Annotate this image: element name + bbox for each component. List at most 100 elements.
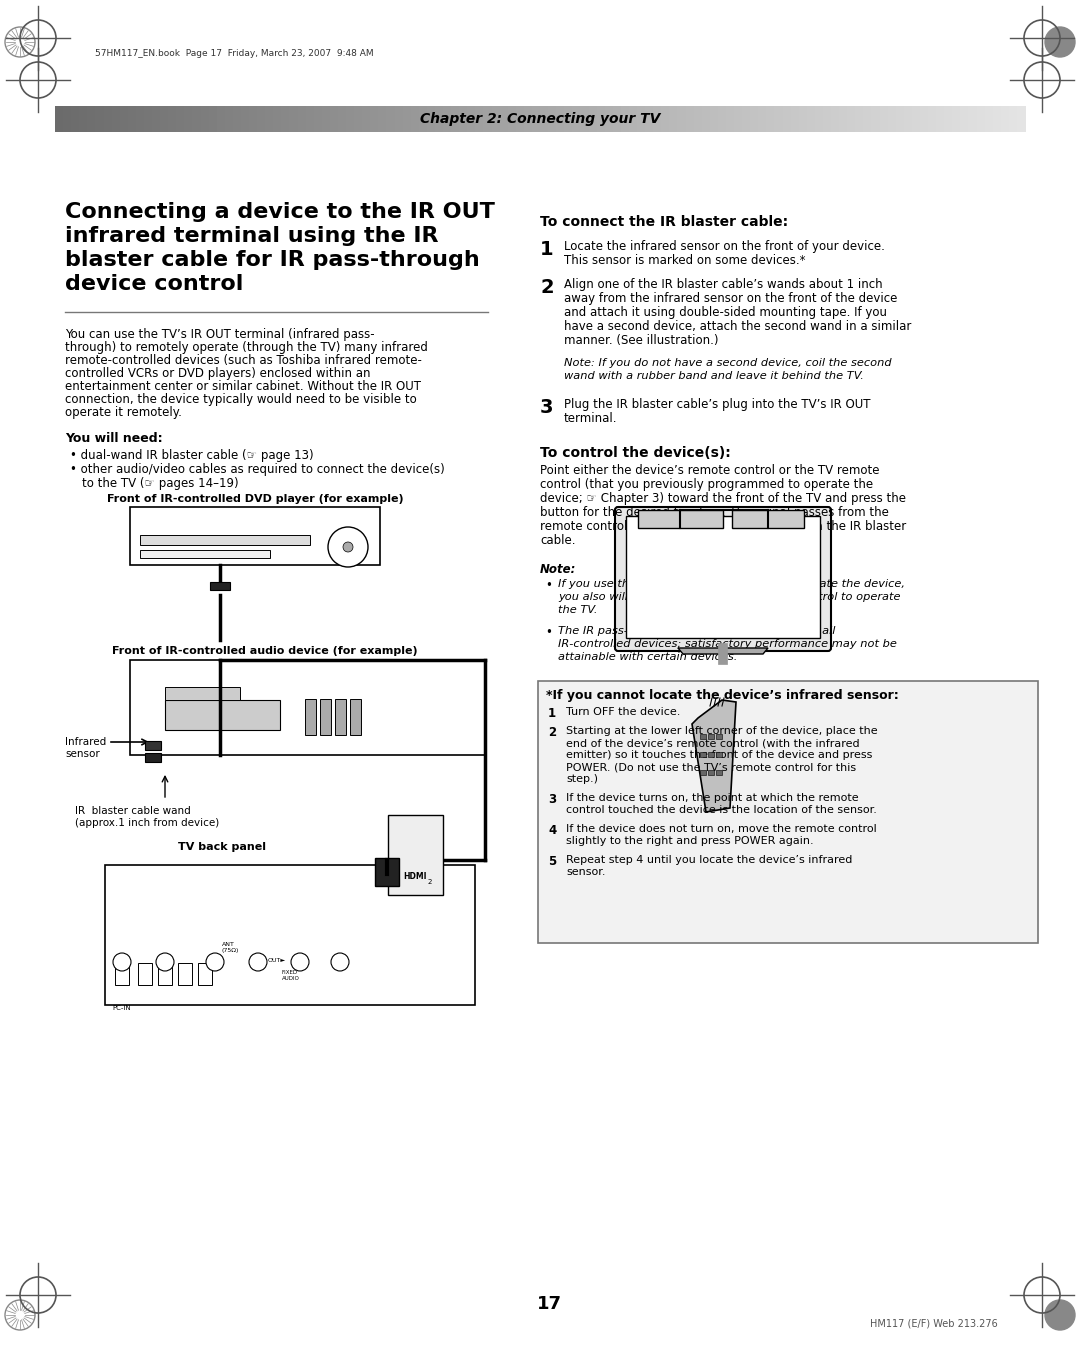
Bar [1001, 107, 1010, 132]
Text: PC-IN: PC-IN [112, 1005, 131, 1010]
Circle shape [156, 952, 174, 971]
Bar [459, 107, 468, 132]
Bar [751, 107, 759, 132]
Bar [758, 107, 767, 132]
Bar [872, 107, 880, 132]
Text: Align one of the IR blaster cable’s wands about 1 inch: Align one of the IR blaster cable’s wand… [564, 278, 882, 291]
Bar [855, 107, 864, 132]
Bar [198, 963, 212, 985]
Bar [176, 107, 185, 132]
Bar [120, 107, 129, 132]
Text: IR  blaster cable wand
(approx.1 inch from device): IR blaster cable wand (approx.1 inch fro… [75, 805, 219, 827]
Bar [960, 107, 969, 132]
Text: remote control through the TV to the device via the IR blaster: remote control through the TV to the dev… [540, 519, 906, 533]
Text: *If you cannot locate the device’s infrared sensor:: *If you cannot locate the device’s infra… [546, 689, 899, 701]
Text: sensor.: sensor. [566, 867, 606, 877]
Bar [742, 107, 751, 132]
Bar [524, 107, 532, 132]
Circle shape [249, 952, 267, 971]
Bar [839, 107, 848, 132]
Bar [140, 550, 270, 558]
Text: If you use the device’s remote control to operate the device,: If you use the device’s remote control t… [558, 579, 905, 590]
Bar [556, 107, 565, 132]
Bar [192, 107, 201, 132]
Bar [257, 107, 266, 132]
Text: HM117 (E/F) Web 213.276: HM117 (E/F) Web 213.276 [870, 1318, 998, 1327]
Bar [708, 734, 714, 739]
Bar [266, 107, 273, 132]
Bar [774, 107, 783, 132]
Bar [726, 107, 734, 132]
Bar [378, 107, 387, 132]
Circle shape [1045, 27, 1075, 57]
Bar [114, 963, 129, 985]
Text: To control the device(s):: To control the device(s): [540, 447, 731, 460]
Bar [313, 107, 322, 132]
Bar [136, 107, 145, 132]
Text: 3: 3 [540, 398, 554, 417]
Bar [410, 107, 419, 132]
Text: slightly to the right and press POWER again.: slightly to the right and press POWER ag… [566, 836, 813, 846]
Bar [708, 751, 714, 757]
Circle shape [291, 952, 309, 971]
Text: ANT
(75Ω): ANT (75Ω) [222, 942, 240, 952]
Text: emitter) so it touches the front of the device and press: emitter) so it touches the front of the … [566, 750, 873, 759]
Bar [904, 107, 913, 132]
Bar [637, 107, 646, 132]
Bar [799, 107, 807, 132]
Text: operate it remotely.: operate it remotely. [65, 406, 181, 420]
Bar [208, 107, 217, 132]
Bar [165, 700, 280, 730]
Bar [350, 699, 361, 735]
Bar [928, 107, 936, 132]
Bar [63, 107, 71, 132]
Bar [168, 107, 177, 132]
Bar [718, 107, 727, 132]
Text: If the device turns on, the point at which the remote: If the device turns on, the point at whi… [566, 793, 859, 803]
Bar [814, 107, 823, 132]
Bar [306, 107, 314, 132]
Bar [823, 107, 832, 132]
Bar [145, 741, 161, 750]
Bar [516, 107, 524, 132]
Bar [791, 107, 799, 132]
Bar [912, 107, 920, 132]
Bar [605, 107, 613, 132]
Bar [225, 107, 233, 132]
Bar [985, 107, 994, 132]
Bar [700, 770, 706, 774]
Bar [158, 963, 172, 985]
Bar [589, 107, 597, 132]
Bar [895, 107, 904, 132]
Text: Front of IR-controlled DVD player (for example): Front of IR-controlled DVD player (for e… [107, 494, 403, 505]
Text: button for the desired function. The signal passes from the: button for the desired function. The sig… [540, 506, 889, 519]
Bar [104, 107, 112, 132]
Bar [79, 107, 87, 132]
Text: Note: If you do not have a second device, coil the second: Note: If you do not have a second device… [564, 357, 892, 368]
Bar [338, 107, 347, 132]
Text: to the TV (☞ pages 14–19): to the TV (☞ pages 14–19) [82, 478, 239, 490]
Bar [734, 107, 743, 132]
Text: you also will need to use the TV’s remote control to operate: you also will need to use the TV’s remot… [558, 592, 901, 602]
Text: step.): step.) [566, 774, 598, 784]
Bar [165, 687, 240, 700]
Bar [936, 107, 945, 132]
Bar [626, 517, 820, 638]
Bar [451, 107, 460, 132]
Bar [629, 107, 637, 132]
Bar [403, 107, 411, 132]
Bar [468, 107, 476, 132]
Bar [95, 107, 104, 132]
Bar [289, 107, 298, 132]
Text: If the device does not turn on, move the remote control: If the device does not turn on, move the… [566, 824, 877, 834]
Bar [538, 681, 1038, 943]
Bar [783, 107, 791, 132]
Bar [443, 107, 451, 132]
Bar [370, 107, 379, 132]
Bar [716, 734, 723, 739]
Bar [677, 107, 686, 132]
Text: entertainment center or similar cabinet. Without the IR OUT: entertainment center or similar cabinet.… [65, 380, 421, 393]
Bar [484, 107, 492, 132]
Bar [645, 107, 653, 132]
Text: manner. (See illustration.): manner. (See illustration.) [564, 335, 718, 347]
